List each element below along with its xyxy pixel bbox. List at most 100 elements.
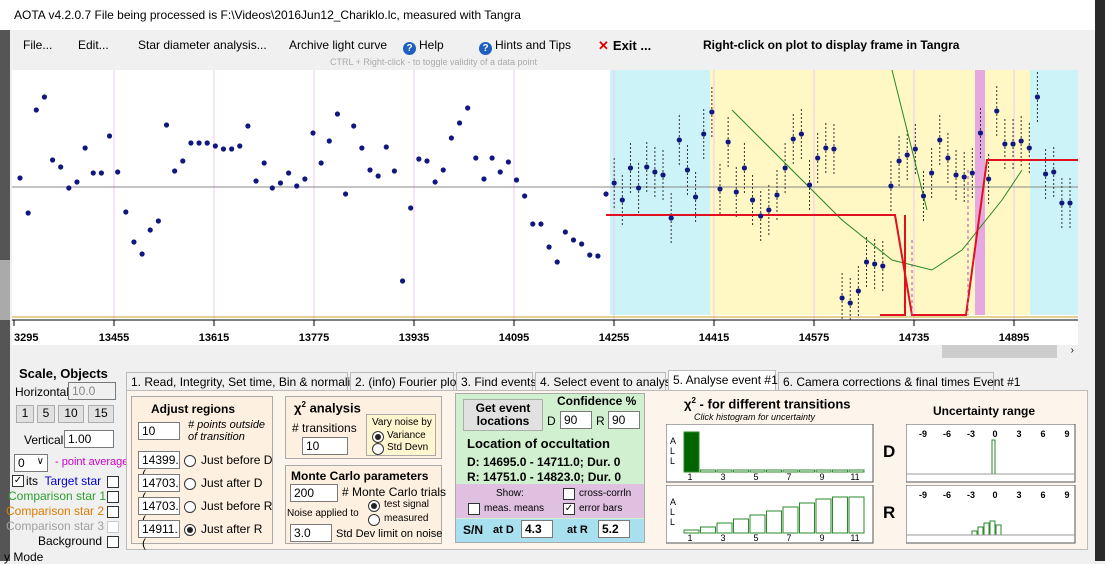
d-histogram[interactable]: ALL 1 3 5 7 9 11 xyxy=(666,424,874,483)
menu-star-diameter[interactable]: Star diameter analysis... xyxy=(138,38,267,52)
just-after-d-input[interactable]: 14703.( xyxy=(138,474,180,504)
data-point xyxy=(717,186,723,192)
data-point xyxy=(806,182,813,188)
menu-exit[interactable]: ✕ Exit ... xyxy=(598,38,651,54)
data-point xyxy=(375,173,381,179)
histogram-title-text: - for different transitions xyxy=(695,396,851,412)
meas-means-checkbox[interactable] xyxy=(468,503,480,515)
histogram-bar[interactable] xyxy=(700,526,716,534)
histogram-bar[interactable] xyxy=(815,498,832,534)
x-tick-label: 14895 xyxy=(999,332,1030,344)
model-curve-upper xyxy=(891,70,928,211)
just-after-d-radio[interactable] xyxy=(184,478,196,490)
histogram-bar[interactable] xyxy=(766,469,782,473)
histogram-bar[interactable] xyxy=(832,496,848,534)
histogram-bar[interactable] xyxy=(716,469,733,473)
histogram-bar[interactable] xyxy=(749,469,766,473)
histogram-bar[interactable] xyxy=(782,506,799,534)
vertical-scale-input[interactable]: 1.00 xyxy=(64,430,114,448)
histogram-bar[interactable] xyxy=(683,431,700,473)
target-name: Target star xyxy=(44,474,102,488)
histogram-bar[interactable] xyxy=(782,469,799,473)
target-star-checkbox[interactable]: ✓ xyxy=(12,475,24,487)
chevron-right-icon[interactable]: › xyxy=(1070,345,1074,356)
error-bars-checkbox[interactable]: ✓ xyxy=(563,503,575,515)
data-point xyxy=(619,197,625,203)
transitions-input[interactable]: 10 xyxy=(302,437,348,455)
measured-radio[interactable] xyxy=(368,514,380,526)
tab-camera-corrections[interactable]: 6. Camera corrections & final times Even… xyxy=(778,372,1020,390)
histogram-bar[interactable] xyxy=(848,496,865,534)
menu-help[interactable]: ? Help xyxy=(403,38,444,55)
plot-scrollbar[interactable]: › xyxy=(12,345,1078,359)
histogram-bar[interactable] xyxy=(700,469,716,473)
just-before-r-input[interactable]: 14703.( xyxy=(138,497,180,527)
histogram-all-label: L xyxy=(670,446,675,456)
std-dev-limit-input[interactable]: 3.0 xyxy=(290,524,332,542)
light-curve-plot[interactable]: 3295 13455 13615 13775 13935 14095 14255 14415 1… xyxy=(12,70,1078,345)
just-after-d-label: Just after D xyxy=(201,476,263,490)
menu-file[interactable]: File... xyxy=(23,38,53,52)
vary-noise-label: Vary noise by xyxy=(372,417,432,428)
comparison-star-1-checkbox[interactable] xyxy=(107,491,119,503)
uncertainty-tick: -3 xyxy=(967,429,975,439)
points-outside-input[interactable]: 10 xyxy=(138,422,180,440)
histogram-bar[interactable] xyxy=(749,514,766,534)
background-checkbox[interactable] xyxy=(107,536,119,548)
std-devn-radio[interactable] xyxy=(372,443,384,455)
tab-analyse-event[interactable]: 5. Analyse event #1 xyxy=(668,370,778,390)
menu-hints[interactable]: ? Hints and Tips xyxy=(479,38,571,55)
r-uncertainty-plot[interactable]: -9 -6 -3 0 3 6 9 xyxy=(906,485,1076,544)
target-star-toggle[interactable] xyxy=(107,476,119,488)
just-before-r-radio[interactable] xyxy=(184,501,196,513)
data-point xyxy=(513,177,520,183)
histogram-bar[interactable] xyxy=(815,469,832,473)
histogram-bar[interactable] xyxy=(733,518,749,534)
menu-archive[interactable]: Archive light curve xyxy=(289,38,388,52)
histogram-bar[interactable] xyxy=(683,529,700,534)
histogram-bar[interactable] xyxy=(832,469,848,473)
data-point xyxy=(896,158,902,164)
confidence-d-select[interactable]: 90 xyxy=(560,411,592,429)
data-point xyxy=(603,191,609,197)
comparison-star-2-checkbox[interactable] xyxy=(107,506,119,518)
histogram-bar[interactable] xyxy=(766,510,782,534)
just-before-d-input[interactable]: 14399.( xyxy=(138,451,180,481)
comparison-star-3-checkbox[interactable] xyxy=(107,521,119,533)
cross-corrln-checkbox[interactable] xyxy=(563,488,575,500)
scrollbar-thumb[interactable] xyxy=(942,345,1057,358)
point-average-select[interactable]: 0 ∨ xyxy=(14,454,48,472)
just-after-r-input[interactable]: 14911.( xyxy=(138,520,180,550)
variance-radio[interactable] xyxy=(372,431,384,443)
d-uncertainty-plot[interactable]: -9 -6 -3 0 3 6 9 xyxy=(906,424,1076,483)
just-before-d-radio[interactable] xyxy=(184,455,196,467)
tab-read[interactable]: 1. Read, Integrity, Set time, Bin & norm… xyxy=(126,372,363,390)
data-point xyxy=(709,109,715,115)
menu-edit[interactable]: Edit... xyxy=(78,38,109,52)
monte-carlo-trials-input[interactable]: 200 xyxy=(290,484,338,502)
histogram-bar[interactable] xyxy=(848,469,865,473)
tab-find-events[interactable]: 3. Find events xyxy=(456,372,536,390)
tab-fourier[interactable]: 2. (info) Fourier plot xyxy=(350,372,460,390)
horizontal-scale-input[interactable]: 10.0 xyxy=(68,382,116,400)
scale-button-10[interactable]: 10 xyxy=(58,405,84,423)
histogram-bar[interactable] xyxy=(799,502,815,534)
scale-button-5[interactable]: 5 xyxy=(37,405,55,423)
d-histogram-label: D xyxy=(883,442,896,461)
test-signal-radio[interactable] xyxy=(368,500,380,512)
test-signal-label: test signal xyxy=(384,499,430,510)
confidence-r-select[interactable]: 90 xyxy=(608,411,640,429)
histogram-tick: 7 xyxy=(786,472,791,482)
tab-select-event[interactable]: 4. Select event to analyse xyxy=(535,372,677,390)
data-point xyxy=(310,130,316,136)
histogram-bar[interactable] xyxy=(716,522,733,534)
r-histogram[interactable]: ALL 1 3 5 7 9 11 xyxy=(666,485,874,544)
histogram-bar[interactable] xyxy=(799,469,815,473)
just-after-r-radio[interactable] xyxy=(184,524,196,536)
right-click-hint: Right-click on plot to display frame in … xyxy=(703,38,960,52)
scale-button-15[interactable]: 15 xyxy=(88,405,114,423)
histogram-bar[interactable] xyxy=(733,469,749,473)
get-event-locations-button[interactable]: Get event locations xyxy=(463,399,543,431)
scale-button-1[interactable]: 1 xyxy=(16,405,34,423)
uncertainty-bar xyxy=(991,439,996,475)
